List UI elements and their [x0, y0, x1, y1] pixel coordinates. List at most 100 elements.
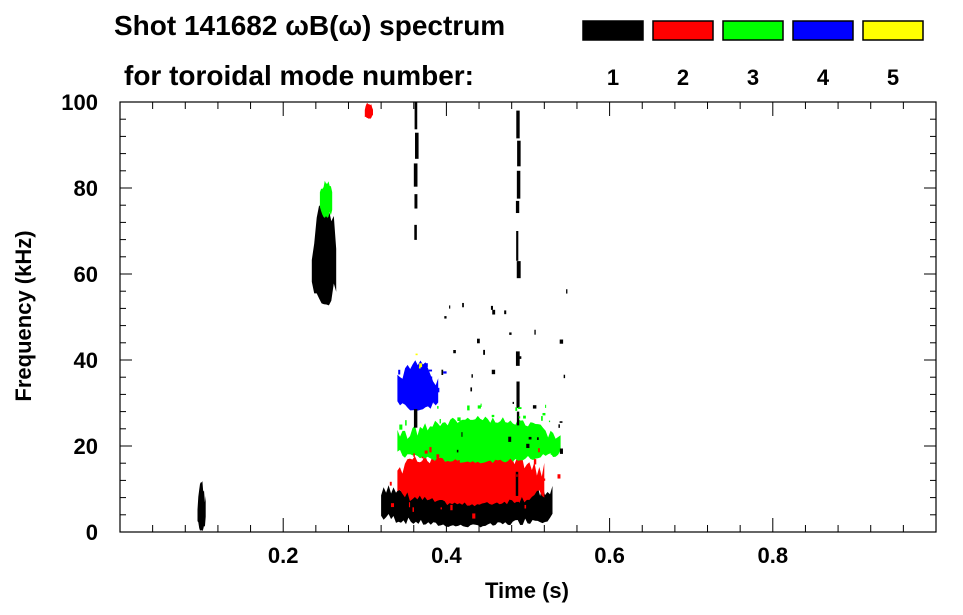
spectrum-speckle-mode-2 [436, 454, 440, 459]
spectrum-speckle-mode-1 [559, 339, 564, 344]
spectrum-mark-mode-1 [516, 501, 520, 517]
spectrum-speckle-mode-3 [554, 442, 558, 445]
spectrum-speckle-mode-3 [518, 416, 521, 419]
spectrum-speckle-mode-2 [421, 456, 424, 459]
spectrum-mark-mode-1 [515, 200, 520, 214]
spectrum-speckle-mode-1 [444, 316, 447, 319]
spectrum-speckle-mode-3 [439, 418, 441, 424]
spectrum-mark-mode-1 [415, 132, 419, 159]
legend-label-1: 1 [607, 65, 619, 90]
spectrum-speckle-mode-3 [467, 405, 470, 411]
legend-swatch-2 [652, 20, 714, 41]
spectrum-speckle-mode-2 [472, 513, 476, 519]
spectrum-speckle-mode-3 [473, 435, 475, 439]
spectrum-region-mode-3 [397, 415, 561, 464]
spectrum-speckle-mode-3 [504, 427, 506, 432]
x-axis-label: Time (s) [485, 578, 569, 603]
spectrum-speckle-mode-1 [534, 329, 536, 335]
spectrogram-plot [197, 102, 568, 531]
spectrum-speckle-mode-4 [443, 371, 447, 374]
spectrum-speckle-mode-4 [424, 364, 426, 369]
spectrum-speckle-mode-2 [524, 504, 527, 509]
spectrum-speckle-mode-2 [526, 482, 529, 484]
spectrum-speckle-mode-1 [559, 421, 563, 423]
spectrum-speckle-mode-4 [408, 397, 410, 404]
spectrum-speckle-mode-1 [462, 302, 464, 308]
y-tick-label: 20 [74, 434, 98, 459]
spectrum-mark-mode-1 [516, 411, 520, 426]
spectrum-speckle-mode-3 [430, 454, 434, 457]
spectrum-mark-mode-1 [413, 163, 418, 187]
spectrum-speckle-mode-4 [427, 382, 431, 388]
y-tick-label: 100 [61, 90, 98, 115]
spectrum-mark-mode-1 [413, 409, 418, 428]
spectrum-speckle-mode-3 [452, 418, 455, 424]
spectrum-speckle-mode-3 [437, 406, 439, 409]
spectrum-speckle-mode-1 [526, 443, 530, 449]
spectrum-speckle-mode-3 [454, 444, 457, 449]
spectrum-mark-mode-1 [516, 261, 521, 279]
spectrum-mark-mode-1 [516, 231, 519, 261]
legend-label-3: 3 [747, 65, 759, 90]
spectrum-region-mode-4 [397, 360, 439, 411]
x-tick-label: 0.8 [758, 543, 789, 568]
spectrum-mark-mode-1 [515, 351, 520, 366]
spectrum-speckle-mode-2 [508, 480, 511, 483]
spectrum-speckle-mode-4 [405, 372, 407, 377]
legend-swatch-1 [582, 20, 644, 41]
spectrum-speckle-mode-2 [557, 474, 561, 479]
y-tick-label: 0 [86, 520, 98, 545]
spectrum-speckle-mode-2 [424, 450, 428, 454]
spectrum-speckle-mode-2 [448, 466, 451, 471]
spectrum-speckle-mode-4 [428, 369, 433, 372]
spectrum-speckle-mode-1 [512, 401, 514, 404]
spectrum-speckle-mode-3 [495, 453, 499, 456]
spectrum-speckle-mode-1 [477, 338, 480, 344]
spectrum-speckle-mode-1 [492, 309, 496, 315]
spectrum-speckle-mode-1 [566, 289, 568, 294]
spectrum-speckle-mode-3 [496, 447, 500, 451]
spectrum-speckle-mode-5 [419, 363, 423, 368]
spectrum-speckle-mode-2 [423, 493, 425, 496]
spectrum-speckle-mode-2 [412, 507, 414, 512]
spectrum-speckle-mode-3 [400, 441, 404, 445]
spectrum-speckle-mode-3 [531, 425, 535, 430]
spectrum-speckle-mode-1 [563, 374, 566, 379]
spectrum-speckle-mode-3 [548, 420, 551, 423]
axis-ticks: 0.2 0.4 0.6 0.8 0 20 40 60 80 100 [61, 90, 936, 568]
spectrum-speckle-mode-1 [483, 349, 486, 355]
spectrum-speckle-mode-2 [408, 461, 412, 464]
spectrum-speckle-mode-1 [456, 449, 459, 453]
spectrum-speckle-mode-3 [515, 407, 518, 411]
spectrum-mark-mode-1 [516, 110, 520, 139]
legend-swatch-4 [792, 20, 854, 41]
spectrum-speckle-mode-3 [492, 426, 495, 432]
spectrum-speckle-mode-1 [449, 305, 451, 309]
spectrum-mark-mode-1 [414, 194, 418, 209]
spectrum-speckle-mode-4 [429, 391, 431, 397]
spectrum-speckle-mode-1 [504, 310, 507, 315]
spectrum-speckle-mode-2 [450, 504, 453, 511]
spectrum-speckle-mode-3 [405, 420, 407, 426]
spectrum-speckle-mode-2 [458, 460, 460, 466]
spectrum-speckle-mode-4 [398, 369, 401, 375]
spectrum-mark-mode-1 [414, 224, 417, 240]
spectrum-mark-mode-1 [414, 102, 418, 130]
spectrum-region-mode-3 [319, 180, 333, 218]
spectrum-speckle-mode-2 [423, 465, 427, 470]
legend-swatch-3 [722, 20, 784, 41]
spectrum-speckle-mode-4 [425, 363, 428, 367]
spectrum-region-mode-1 [197, 481, 206, 531]
spectrum-speckle-mode-3 [408, 449, 412, 455]
spectrum-speckle-mode-2 [390, 503, 395, 508]
spectrum-speckle-mode-3 [457, 417, 461, 422]
spectrum-speckle-mode-1 [536, 437, 539, 440]
spectrum-speckle-mode-2 [413, 453, 415, 457]
spectrum-speckle-mode-3 [520, 449, 522, 452]
spectrum-speckle-mode-2 [407, 482, 411, 489]
spectrum-speckle-mode-5 [418, 366, 421, 369]
legend: 1 2 3 4 5 [582, 20, 924, 90]
x-tick-label: 0.4 [431, 543, 462, 568]
spectrum-region-mode-2 [364, 102, 373, 119]
